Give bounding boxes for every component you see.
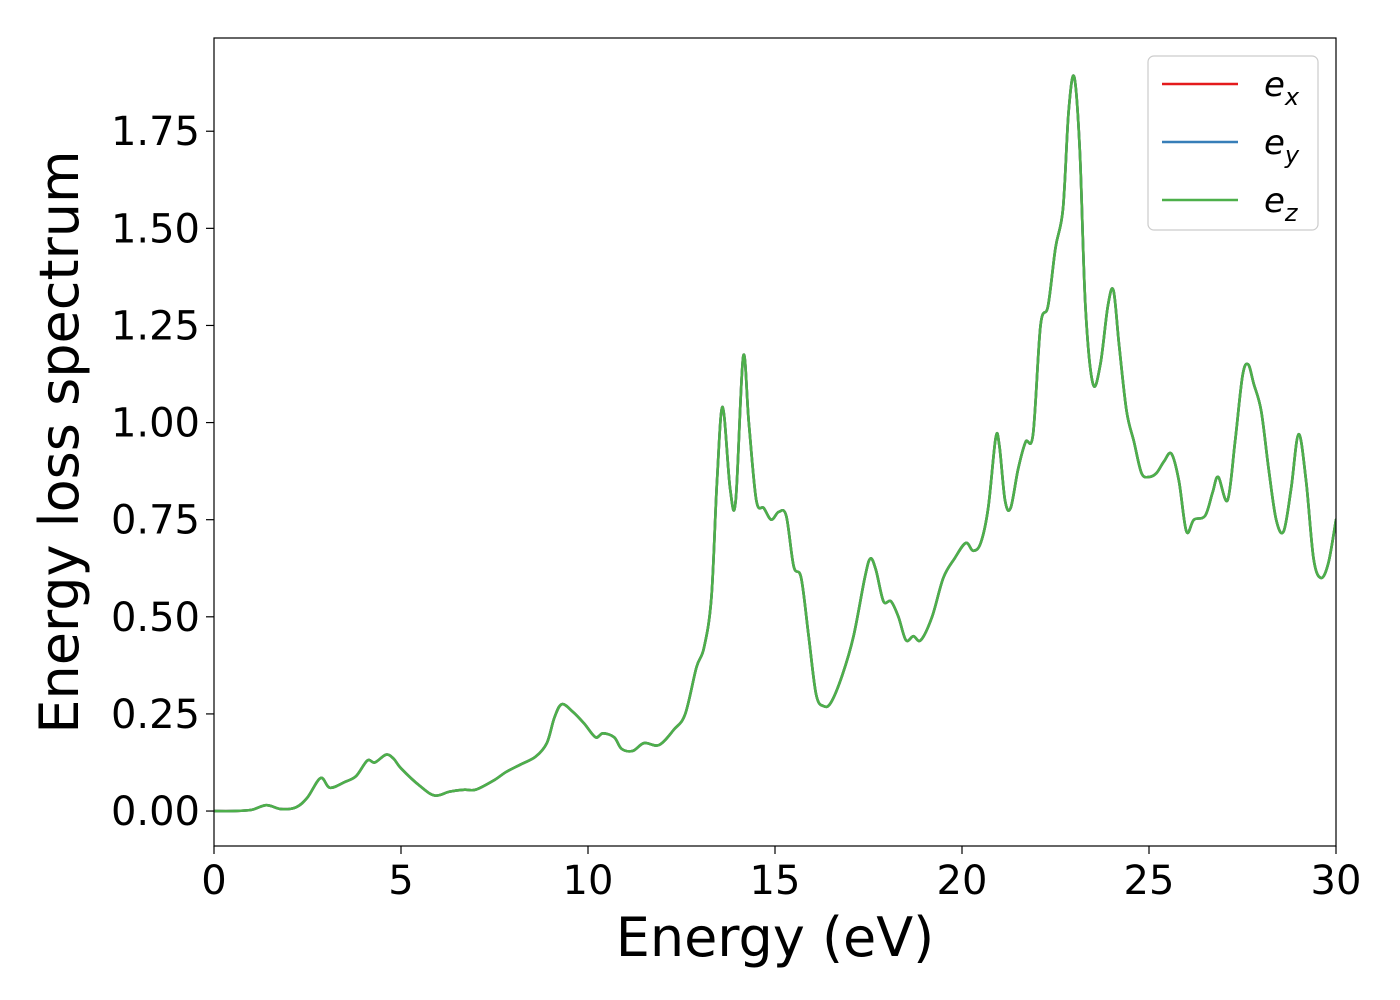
y-tick-label: 0.00 — [111, 789, 200, 835]
x-tick-label: 15 — [750, 858, 801, 904]
y-tick-label: 0.25 — [111, 692, 200, 738]
x-tick-label: 10 — [563, 858, 614, 904]
x-tick-label: 30 — [1311, 858, 1362, 904]
y-tick-label: 1.50 — [111, 206, 200, 252]
y-tick-label: 0.75 — [111, 498, 200, 544]
x-tick-label: 20 — [937, 858, 988, 904]
x-tick-label: 25 — [1124, 858, 1175, 904]
y-tick-label: 0.50 — [111, 595, 200, 641]
y-tick-label: 1.00 — [111, 401, 200, 447]
x-axis-label: Energy (eV) — [616, 906, 935, 969]
y-axis-label: Energy loss spectrum — [28, 150, 91, 733]
y-tick-label: 1.75 — [111, 109, 200, 155]
legend-label-y: ey — [1264, 123, 1300, 169]
series-line-z — [214, 74, 1336, 813]
x-tick-label: 0 — [201, 858, 226, 904]
y-tick-label: 1.25 — [111, 303, 200, 349]
x-tick-label: 5 — [388, 858, 413, 904]
